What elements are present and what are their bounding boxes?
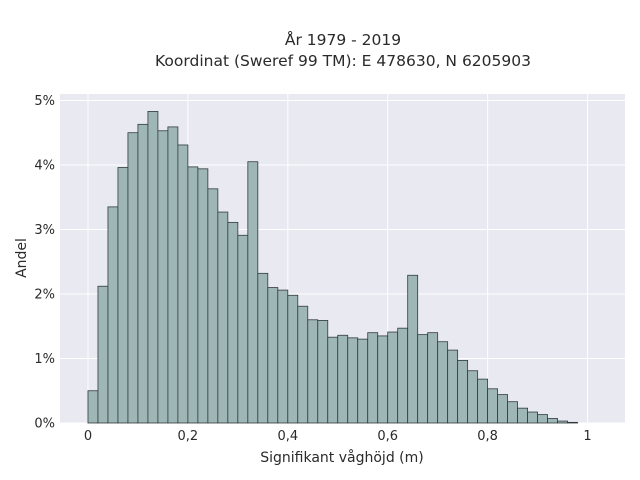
histogram-bar-25 [337,334,349,424]
histogram-bar-17 [257,272,269,424]
histogram-bar-21 [297,305,309,424]
histogram-bar-16 [247,161,259,424]
histogram-bar-1 [97,285,109,424]
x-tick-label-4: 0,8 [477,429,498,444]
x-tick-label-1: 0,2 [178,429,199,444]
histogram-bar-27 [357,338,369,424]
histogram-bar-24 [327,336,339,424]
histogram-bar-14 [227,221,239,424]
histogram-bar-34 [427,332,439,424]
y-tick-label-2: 2% [34,287,55,302]
x-tick-label-0: 0 [84,429,92,444]
histogram-bar-46 [547,418,558,424]
histogram-bar-35 [437,341,449,424]
histogram-bar-28 [367,332,379,424]
chart-title-line-1: År 1979 - 2019 [285,30,401,49]
histogram-bar-29 [377,335,389,424]
histogram-bar-18 [267,287,279,424]
histogram-bar-5 [137,123,149,424]
histogram-bar-36 [447,349,459,424]
x-axis-ticks: 0 0,2 0,4 0,6 0,8 1 [84,429,592,444]
histogram-bar-30 [387,331,399,424]
histogram-bar-9 [177,144,189,424]
histogram-bar-19 [277,289,289,424]
histogram-bar-45 [537,414,548,424]
histogram-bar-31 [397,327,409,424]
histogram-bar-13 [217,211,229,424]
histogram-bar-10 [187,166,199,424]
histogram-bar-12 [207,188,219,424]
histogram-bar-33 [417,334,429,424]
histogram-bar-40 [487,388,499,424]
histogram-bar-32 [407,274,419,424]
histogram-bar-22 [307,319,319,424]
y-tick-label-3: 3% [34,223,55,238]
histogram-bar-48 [567,421,578,424]
x-tick-label-3: 0,6 [377,429,398,444]
x-axis-label: Signifikant våghöjd (m) [260,449,423,466]
histogram-bar-23 [317,320,329,424]
histogram-bar-8 [167,126,179,424]
bars [87,111,578,424]
y-tick-label-0: 0% [34,417,55,432]
histogram-bar-6 [147,111,159,424]
y-tick-label-1: 1% [34,352,55,367]
histogram-bar-3 [117,167,129,424]
y-axis-label: Andel [14,238,30,278]
chart-title-line-2: Koordinat (Sweref 99 TM): E 478630, N 62… [155,52,531,70]
histogram-bar-4 [127,132,139,424]
y-tick-label-5: 5% [34,94,55,109]
histogram-bar-38 [467,370,479,424]
histogram-bar-0 [87,390,99,424]
histogram-bar-15 [237,234,249,424]
histogram-bar-44 [527,411,538,424]
histogram-bar-11 [197,168,209,424]
x-tick-label-5: 1 [583,429,591,444]
histogram-bar-41 [497,394,509,424]
x-tick-label-2: 0,4 [277,429,298,444]
histogram-bar-20 [287,294,299,424]
histogram-bar-7 [157,130,169,424]
histogram-bar-37 [457,360,469,424]
y-tick-label-4: 4% [34,158,55,173]
histogram-bar-42 [507,401,518,424]
y-axis-ticks: 0% 1% 2% 3% 4% 5% [34,94,55,432]
histogram-bar-26 [347,337,359,424]
histogram-bar-47 [557,420,568,424]
histogram-bar-43 [517,407,528,424]
histogram-bar-2 [107,206,119,424]
histogram-bar-39 [477,378,489,424]
